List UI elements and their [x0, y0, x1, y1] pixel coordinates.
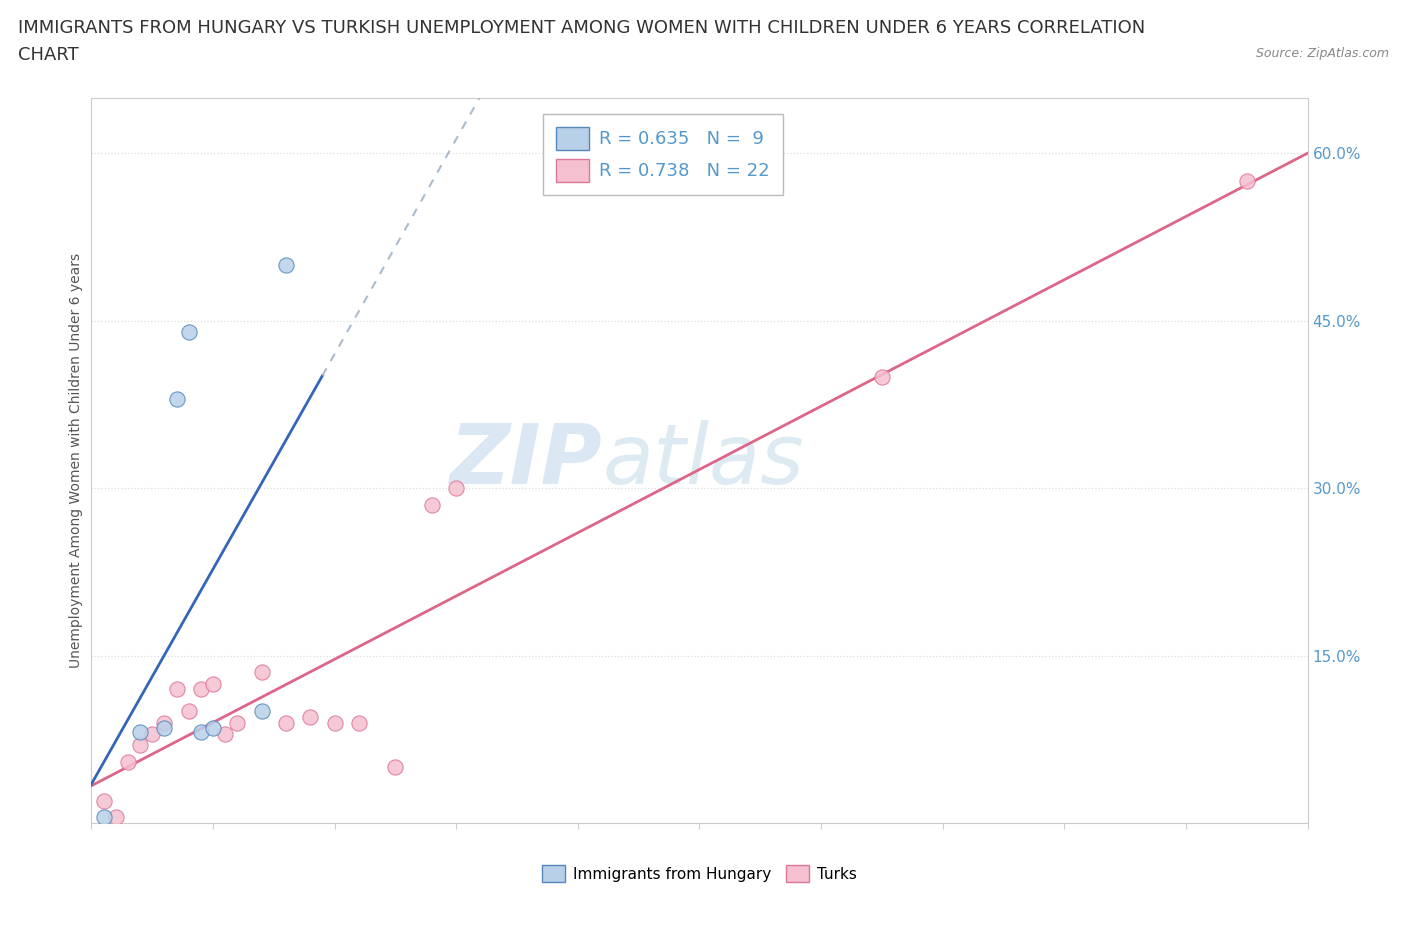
Point	[129, 724, 152, 739]
Point	[347, 715, 370, 730]
Point	[202, 721, 225, 736]
Point	[214, 726, 236, 741]
Point	[323, 715, 346, 730]
Point	[202, 676, 225, 691]
Point	[444, 481, 467, 496]
Y-axis label: Unemployment Among Women with Children Under 6 years: Unemployment Among Women with Children U…	[69, 253, 83, 668]
Point	[166, 682, 188, 697]
Point	[129, 737, 152, 752]
Point	[153, 721, 176, 736]
Text: IMMIGRANTS FROM HUNGARY VS TURKISH UNEMPLOYMENT AMONG WOMEN WITH CHILDREN UNDER : IMMIGRANTS FROM HUNGARY VS TURKISH UNEMP…	[18, 19, 1146, 36]
Point	[420, 498, 443, 512]
Point	[1236, 174, 1258, 189]
Point	[166, 392, 188, 406]
Text: ZIP: ZIP	[450, 419, 602, 501]
Point	[274, 715, 297, 730]
Point	[177, 325, 200, 339]
Point	[177, 704, 200, 719]
Text: Source: ZipAtlas.com: Source: ZipAtlas.com	[1256, 46, 1389, 60]
Point	[117, 754, 139, 769]
Point	[190, 682, 212, 697]
Point	[141, 726, 163, 741]
Point	[250, 665, 273, 680]
Point	[299, 710, 322, 724]
Point	[93, 793, 115, 808]
Text: CHART: CHART	[18, 46, 79, 64]
Point	[384, 760, 406, 775]
Point	[274, 258, 297, 272]
Text: atlas: atlas	[602, 419, 804, 501]
Point	[104, 810, 127, 825]
Point	[190, 724, 212, 739]
Point	[870, 369, 893, 384]
Point	[250, 704, 273, 719]
Point	[226, 715, 249, 730]
Point	[153, 715, 176, 730]
Point	[93, 810, 115, 825]
Legend: Immigrants from Hungary, Turks: Immigrants from Hungary, Turks	[536, 859, 863, 888]
